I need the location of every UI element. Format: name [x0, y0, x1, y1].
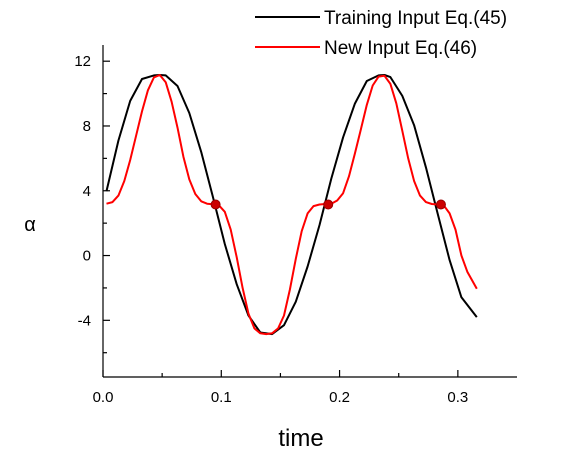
- x-axis-label: time: [278, 425, 323, 452]
- x-ticks: 0.0 0.1 0.2 0.3: [93, 370, 468, 406]
- series-line-0: [105, 74, 478, 336]
- legend-text-0: Training Input Eq.(45): [324, 8, 507, 29]
- marker-layer: [210, 199, 446, 210]
- y-tick-label: 8: [83, 118, 91, 135]
- x-tick-label: 0.3: [447, 389, 468, 406]
- intersection-marker: [435, 199, 446, 210]
- y-tick-label: -4: [78, 312, 91, 329]
- y-tick-label: 12: [74, 53, 91, 70]
- y-ticks: -4 0 4 8 12: [74, 53, 110, 354]
- x-tick-label: 0.2: [329, 389, 350, 406]
- y-axis-label: α: [24, 214, 36, 236]
- intersection-marker: [210, 199, 221, 210]
- series-layer: [105, 74, 478, 336]
- legend-text-1: New Input Eq.(46): [324, 38, 477, 59]
- x-tick-label: 0.1: [211, 389, 232, 406]
- legend: Training Input Eq.(45) New Input Eq.(46): [255, 8, 507, 59]
- series-line-1: [106, 74, 478, 336]
- axis-lines: [102, 45, 517, 378]
- y-tick-label: 4: [83, 183, 91, 200]
- y-tick-label: 0: [83, 248, 91, 265]
- x-tick-label: 0.0: [93, 389, 114, 406]
- intersection-marker: [323, 199, 334, 210]
